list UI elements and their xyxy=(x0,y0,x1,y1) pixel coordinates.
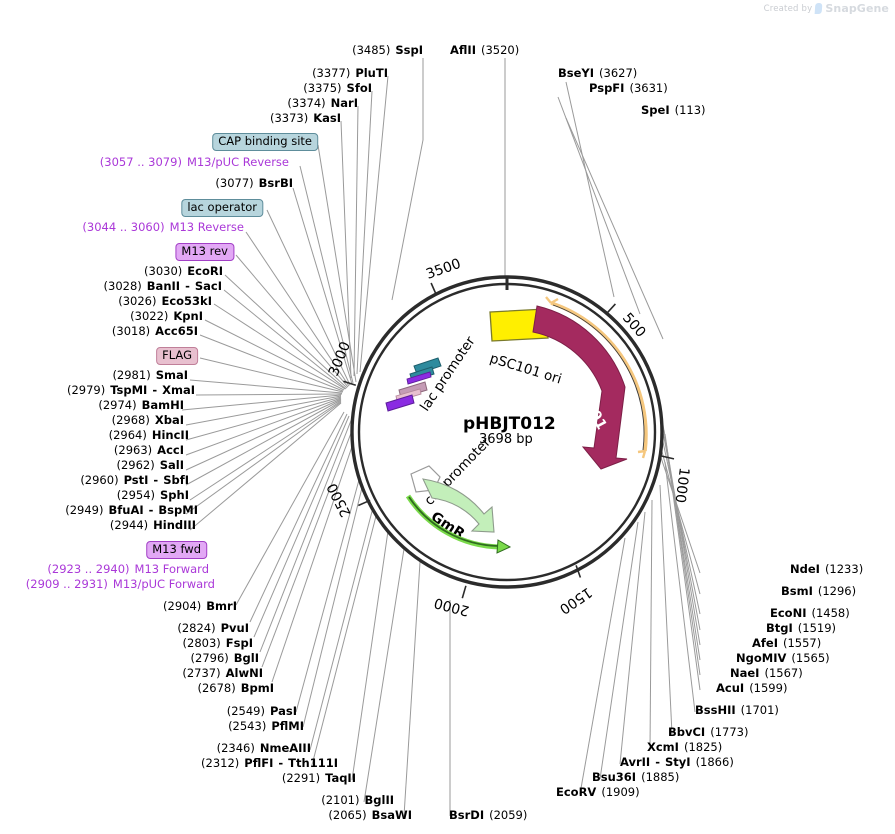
chip-flag: FLAG xyxy=(156,347,198,365)
site-label-avrii-styi: AvrII - StyI (1866) xyxy=(620,755,734,769)
snapgene-logo-icon xyxy=(814,3,823,14)
site-label-pvui: (2824) PvuI xyxy=(177,621,249,635)
site-label-ecori: (3030) EcoRI xyxy=(144,264,223,278)
snapgene-watermark: Created by SnapGene xyxy=(764,2,889,15)
primer-label-m13-forward: (2923 .. 2940) M13 Forward xyxy=(47,562,209,576)
feature-gmr xyxy=(422,478,495,533)
site-label-xbai: (2968) XbaI xyxy=(111,413,184,427)
site-label-banii-saci: (3028) BanII - SacI xyxy=(103,279,222,293)
site-label-ngomiv: NgoMIV (1565) xyxy=(736,651,830,665)
site-label-econi: EcoNI (1458) xyxy=(770,606,850,620)
ruler-label-1000: 1000 xyxy=(672,466,692,503)
plasmid-name: pHBJT012 xyxy=(463,414,556,434)
site-label-bgli: (2796) BglI xyxy=(190,651,259,665)
site-label-acc65i: (3018) Acc65I xyxy=(111,324,198,338)
chip-m13-rev: M13 rev xyxy=(175,243,234,261)
site-label-hincii: (2964) HincII xyxy=(108,428,189,442)
site-label-pspfi: PspFI (3631) xyxy=(589,81,668,95)
site-label-bbvci: BbvCI (1773) xyxy=(668,725,749,739)
site-label-tspmi-xmai: (2979) TspMI - XmaI xyxy=(66,383,195,397)
site-label-kpni: (3022) KpnI xyxy=(130,309,203,323)
site-label-sphi: (2954) SphI xyxy=(116,488,189,502)
site-label-sfoi: (3375) SfoI xyxy=(303,81,372,95)
site-label-sali: (2962) SalI xyxy=(116,458,184,472)
site-label-ecorv: EcoRV (1909) xyxy=(556,785,640,799)
primer-label-m13-puc-forward: (2909 .. 2931) M13/pUC Forward xyxy=(25,577,215,591)
site-label-bfuai-bspmi: (2949) BfuAI - BspMI xyxy=(65,503,198,517)
primer-label-m13-puc-reverse: (3057 .. 3079) M13/pUC Reverse xyxy=(99,155,289,169)
site-label-xcmi: XcmI (1825) xyxy=(647,740,723,754)
site-label-bsshii: BssHII (1701) xyxy=(695,703,779,717)
site-label-bmri: (2904) BmrI xyxy=(163,599,237,613)
ruler-label-3500: 3500 xyxy=(424,256,463,283)
site-label-smai: (2981) SmaI xyxy=(112,368,188,382)
site-label-eco53ki: (3026) Eco53kI xyxy=(118,294,212,308)
watermark-brand: SnapGene xyxy=(825,2,889,15)
site-label-bamhi: (2974) BamHI xyxy=(98,398,184,412)
site-label-alwni: (2737) AlwNI xyxy=(182,666,263,680)
site-label-bseyi: BseYI (3627) xyxy=(558,66,638,80)
site-label-bsmi: BsmI (1296) xyxy=(781,584,857,598)
watermark-prefix: Created by xyxy=(763,3,813,14)
site-label-bsrbi: (3077) BsrBI xyxy=(215,176,293,190)
site-label-pflfi-tth111i: (2312) PflFI - Tth111I xyxy=(201,756,338,770)
ruler-label-1500: 1500 xyxy=(556,584,594,617)
ruler-ticks xyxy=(343,282,675,599)
site-label-hindiii: (2944) HindIII xyxy=(109,518,196,532)
site-label-nmeaiii: (2346) NmeAIII xyxy=(216,741,311,755)
site-label-bglii: (2101) BglII xyxy=(321,793,394,807)
chip-cap-binding-site: CAP binding site xyxy=(212,133,318,151)
site-label-nari: (3374) NarI xyxy=(287,96,358,110)
ruler-label-2000: 2000 xyxy=(432,594,471,619)
site-label-acui: AcuI (1599) xyxy=(716,681,788,695)
mcs-m13-rev xyxy=(406,371,432,385)
feature-ori-arrow xyxy=(550,301,648,452)
mcs-m13-fwd xyxy=(385,394,415,412)
primer-label-m13-reverse: (3044 .. 3060) M13 Reverse xyxy=(82,220,244,234)
chip-lac-operator: lac operator xyxy=(181,199,263,217)
site-label-taqii: (2291) TaqII xyxy=(281,771,356,785)
site-label-bsrdi: BsrDI (2059) xyxy=(449,808,528,822)
site-label-bpmi: (2678) BpmI xyxy=(197,681,274,695)
site-label-psti-sbfi: (2960) PstI - SbfI xyxy=(80,473,189,487)
site-label-pluti: (3377) PluTI xyxy=(312,66,388,80)
site-label-sspi: (3485) SspI xyxy=(352,43,423,57)
site-label-bsawi: (2065) BsaWI xyxy=(328,808,412,822)
site-label-bsu36i: Bsu36I (1885) xyxy=(592,770,680,784)
mcs-cap-binding-site xyxy=(413,357,442,375)
site-label-ndei: NdeI (1233) xyxy=(790,562,864,576)
site-label-kasi: (3373) KasI xyxy=(269,111,341,125)
site-label-spei: SpeI (113) xyxy=(641,103,706,117)
site-label-naei: NaeI (1567) xyxy=(730,666,803,680)
site-label-btgi: BtgI (1519) xyxy=(766,621,837,635)
plasmid-size: 3698 bp xyxy=(479,432,533,447)
chip-m13-fwd: M13 fwd xyxy=(146,541,207,559)
site-label-pflmi: (2543) PflMI xyxy=(228,719,304,733)
feature-psc101-ori xyxy=(489,308,549,342)
site-label-aflii: AflII (3520) xyxy=(450,43,520,57)
site-label-acci: (2963) AccI xyxy=(113,443,184,457)
mcs-feature-cluster xyxy=(385,357,442,412)
site-label-afei: AfeI (1557) xyxy=(752,636,822,650)
feature-rep101 xyxy=(532,305,628,470)
site-label-pasi: (2549) PasI xyxy=(226,704,297,718)
site-label-fspi: (2803) FspI xyxy=(182,636,253,650)
